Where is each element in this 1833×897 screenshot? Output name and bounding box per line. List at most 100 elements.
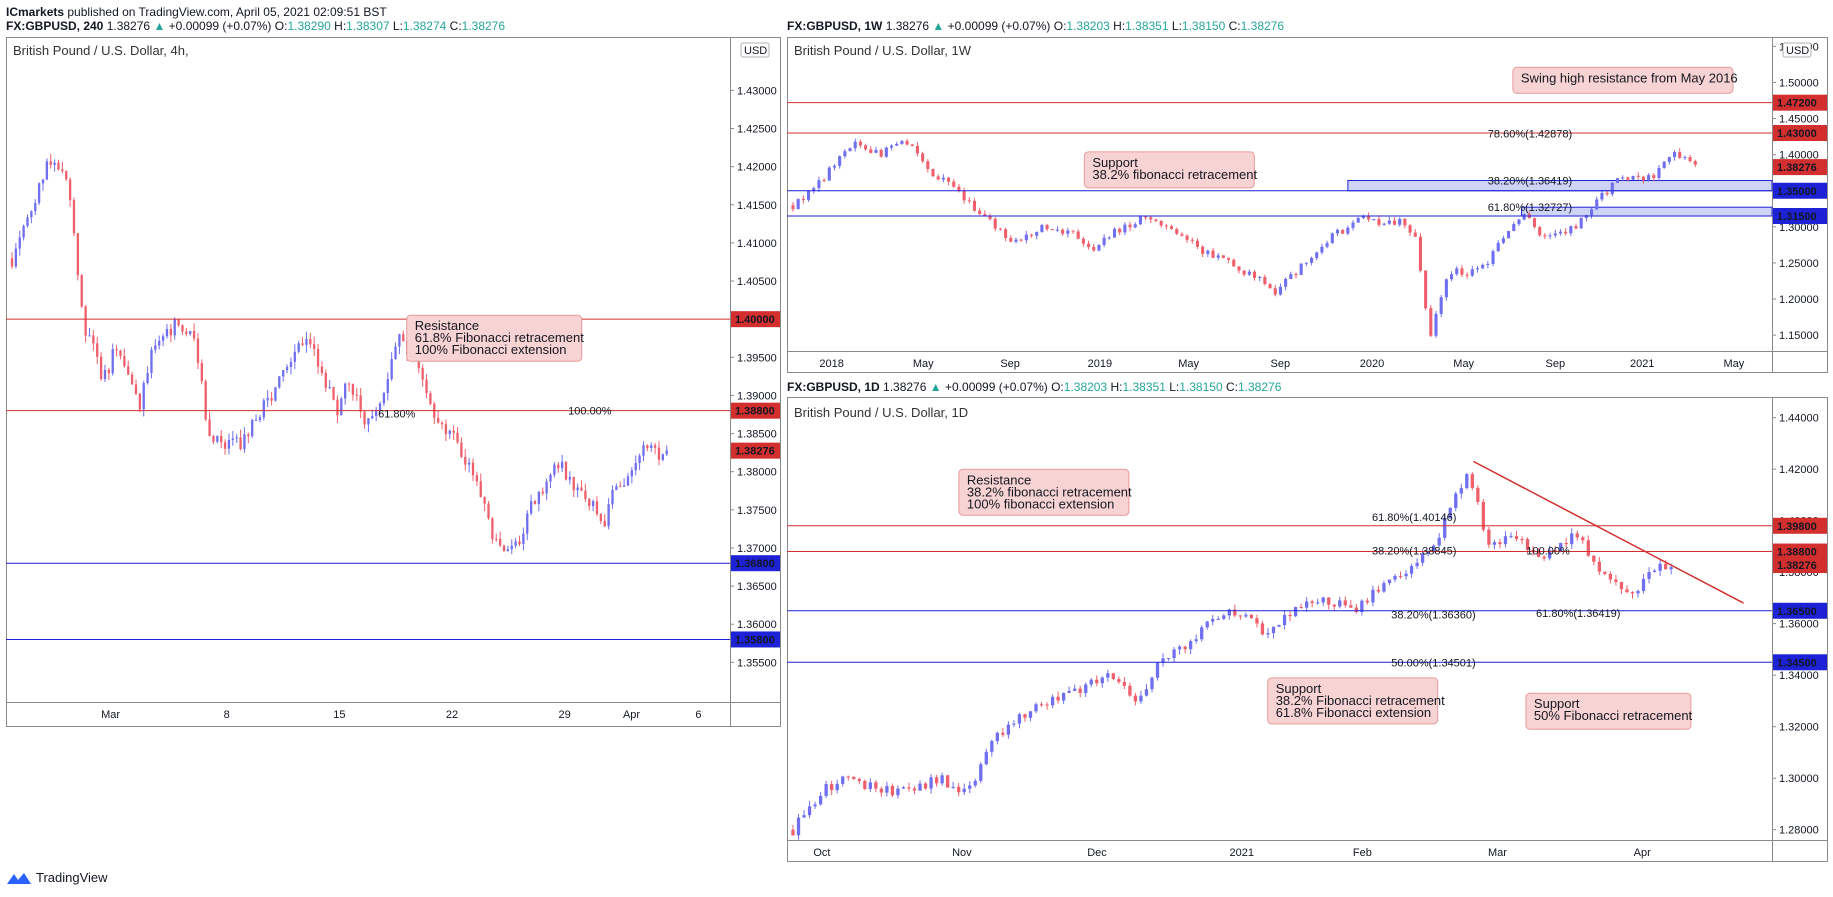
p3-candle-body [885,785,889,793]
p2-candle-body [1636,175,1640,177]
p1-candle-body [471,462,475,476]
p1-candle-body [359,395,362,412]
p1-candle-body [251,419,254,437]
p2-annotation-text: Swing high resistance from May 2016 [1521,70,1738,85]
p3-svg: 1.280001.300001.320001.340001.360001.380… [787,397,1828,862]
p1-y-tick-label: 1.41000 [737,238,777,250]
p2-y-tick-label: 1.40000 [1779,150,1819,162]
p1-candle-body [506,549,510,552]
p2-candle-body [1320,246,1324,253]
p1-candle-body [603,520,606,527]
p1-candle-body [444,424,448,435]
p1-candle-body [595,501,599,515]
p2-candle-body [858,141,862,146]
chart-1w[interactable]: 1.15000 1.20000 1.25000 1.30000 1.35000 1.400… [787,37,1828,373]
p1-candle-body [88,335,91,337]
p2-candle-body [910,144,914,146]
p2-candle-body [1284,279,1288,287]
p3-candle-body [1061,692,1066,701]
p1-candle-body [549,474,552,482]
p3-candle-body [995,732,999,742]
chart-1d[interactable]: 1.28000 1.30000 1.32000 1.34000 1.36000 1.380… [787,397,1828,862]
p1-candle-body [425,379,428,394]
p1-candle-body [309,339,312,345]
p3-symbol-header: FX:GBPUSD, 1D 1.38276 ▲ +0.00099 (+0.07%… [787,380,1282,394]
p1-candle-body [355,394,358,396]
p1-candle-body [270,397,273,401]
p3-candle-body [1542,556,1546,559]
p3-candle-body [1327,597,1331,605]
p3-candle-body [1249,614,1254,619]
p2-change: +0.00099 (+0.07%) [947,19,1051,33]
p3-candle-body [1481,501,1486,530]
p3-candle-body [1658,563,1662,571]
chart-4h[interactable]: 1.35500 1.36000 1.36500 1.37000 1.37500 1.380… [6,37,781,727]
p3-candle-body [1172,649,1176,659]
p2-candle-body [1325,243,1329,247]
p1-candle-body [223,442,227,449]
p1-candle-body [61,169,64,172]
p2-candle-body [1413,232,1417,237]
p1-candle-body [464,456,467,465]
p1-candle-body [243,434,246,450]
p2-candle-body [1434,313,1438,336]
footer-brand[interactable]: TradingView [6,870,108,885]
p1-candle-body [460,442,463,457]
p2-candle-body [936,176,940,180]
p3-candle-body [901,787,906,789]
p2-candle-body [1040,224,1044,233]
p3-candle-body [868,782,872,789]
p3-fib-label: 38.20%(1.36360) [1391,609,1475,621]
p2-candle-body [931,168,935,177]
p1-candle-body [560,461,564,469]
p2-candle-body [879,150,883,157]
p1-y-tick-label: 1.40500 [737,276,777,288]
p1-level-tag-label: 1.35800 [735,634,775,646]
p3-candle-body [1012,723,1016,725]
p2-candle-body [1092,246,1096,251]
p1-candle-body [285,366,289,371]
p2-open: 1.38203 [1066,19,1110,33]
p2-candle-body [1304,262,1308,264]
p2-x-tick-label: Sep [1546,358,1566,370]
p1-candle-body [169,328,172,336]
p3-candle-body [1084,684,1088,693]
p3-candle-body [1106,673,1110,678]
p3-candle-body [807,806,812,816]
p1-level-tag-label: 1.38800 [735,406,775,418]
p1-candle-body [584,490,587,499]
p2-candle-body [1621,177,1625,179]
p3-candle-body [802,815,806,818]
p2-low: 1.38150 [1181,19,1226,33]
p1-candles [10,153,668,555]
p2-candle-body [1201,246,1205,254]
p1-x-tick-label: 29 [559,709,571,721]
p2-candle-body [1009,237,1013,242]
p3-fib-label: 61.80%(1.36419) [1536,608,1620,620]
p2-candle-body [1574,226,1578,229]
p1-candle-body [235,437,238,439]
p2-annotation-box [1083,151,1255,189]
p3-candle-body [929,777,933,789]
p2-candle-body [1180,233,1184,236]
p2-candle-body [1252,271,1257,278]
p3-candle-body [1570,533,1574,545]
p1-candle-body [57,162,60,170]
p1-candle-body [96,343,99,357]
p3-candle-body [1233,609,1237,616]
p1-candle-body [619,486,622,488]
p3-candle-body [1498,542,1502,545]
p1-candle-body [274,387,277,401]
p3-level-tag-label: 1.34500 [1777,657,1817,669]
p2-candle-body [926,161,930,169]
p1-y-tick-label: 1.41500 [737,200,777,212]
p2-candle-body [1190,239,1194,241]
p3-y-tick-label: 1.34000 [1779,670,1819,682]
p1-candle-body [340,398,343,416]
p1-candle-body [448,430,451,435]
p2-candle-body [1164,225,1168,227]
p3-annotation-text: 100% fibonacci extension [967,496,1114,511]
p3-candle-body [1338,600,1342,607]
p1-candle-body [37,183,41,204]
